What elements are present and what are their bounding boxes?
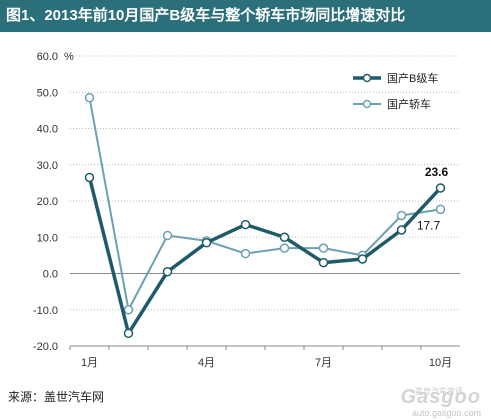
series-0-point-5 [279, 232, 290, 242]
y-tick-label-8: 60.0 [37, 51, 58, 63]
series-1-point-8 [396, 210, 407, 221]
x-tick-label-0: 1月 [81, 357, 98, 369]
series-line-0 [87, 177, 442, 336]
legend-label-0: 国产B级车 [387, 71, 438, 85]
series-0-point-7 [357, 254, 368, 264]
watermark-logo: Gasgoo [400, 386, 481, 408]
series-line-1 [88, 97, 441, 311]
chart-area: -20.0 -10.0 0.0 10.0 20.0 30.0 40.0 50.0 60.0% 1月… [0, 32, 491, 384]
y-tick-label-4: 20.0 [37, 196, 58, 208]
y-tick-label-5: 30.0 [37, 160, 58, 172]
y-tick-label-1: -10.0 [33, 305, 58, 317]
legend-label-1: 国产轿车 [387, 97, 431, 111]
x-tick-label-9: 10月 [429, 357, 452, 369]
series-0-point-6 [318, 257, 329, 268]
data-label-0: 23.6 [425, 165, 449, 179]
legend-marker-0 [362, 73, 372, 83]
x-tick-label-3: 4月 [198, 357, 215, 369]
legend-marker-1 [362, 99, 372, 109]
chart-title-bar: 图1、2013年前10月国产B级车与整个轿车市场同比增速对比 [0, 0, 491, 32]
series-0-point-4 [240, 219, 251, 230]
gasgoo-watermark: 盖世汽车资讯 Gasgoo auto.gasgoo.com [373, 386, 483, 418]
series-1-point-6 [318, 243, 329, 253]
series-1-point-4 [240, 248, 251, 259]
series-0-point-3 [201, 237, 212, 248]
series-1-point-1 [123, 305, 134, 315]
line-chart: -20.0 -10.0 0.0 10.0 20.0 30.0 40.0 50.0 60.0 % 1月… [33, 51, 460, 369]
series-0-point-9 [435, 183, 446, 193]
source-note: 来源：盖世汽车网 [8, 390, 105, 404]
y-unit-label: % [64, 51, 74, 63]
watermark-url: auto.gasgoo.com [411, 408, 481, 418]
y-tick-label-3: 10.0 [37, 232, 58, 244]
chart-title: 图1、2013年前10月国产B级车与整个轿车市场同比增速对比 [6, 7, 406, 24]
series-0-point-8 [396, 225, 407, 235]
y-tick-label-6: 40.0 [37, 124, 58, 136]
y-tick-label-2: 0.0 [43, 269, 58, 281]
x-tick-label-6: 7月 [315, 357, 332, 369]
series-0-point-1 [123, 328, 134, 339]
series-1-point-2 [162, 230, 173, 241]
series-0-point-0 [84, 172, 95, 183]
y-tick-label-0: -20.0 [33, 341, 58, 353]
series-1-point-0 [84, 92, 95, 103]
series-1-point-9 [435, 204, 446, 215]
data-label-1: 17.7 [417, 218, 441, 232]
y-tick-label-7: 50.0 [37, 87, 58, 99]
watermark-subtitle: 盖世汽车资讯 [415, 387, 463, 396]
series-1-point-5 [279, 243, 290, 253]
series-0-point-2 [162, 266, 173, 277]
